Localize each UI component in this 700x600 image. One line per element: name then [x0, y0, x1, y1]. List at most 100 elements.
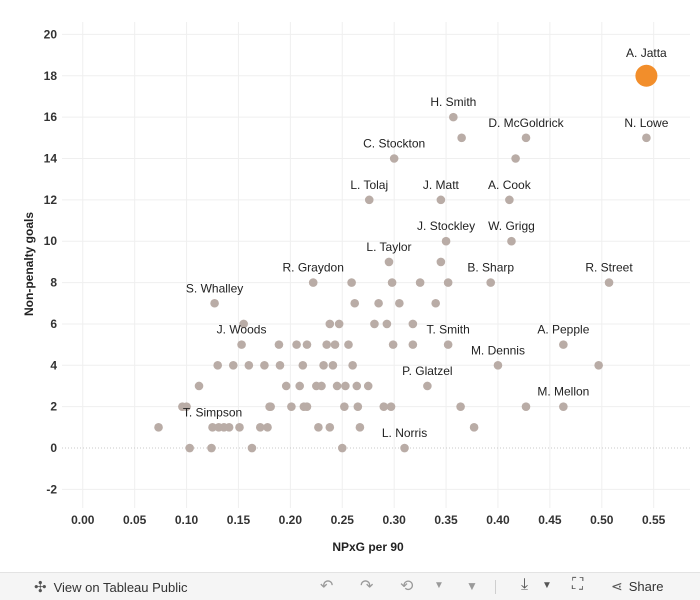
labeled-data-point[interactable]	[364, 195, 374, 205]
data-point[interactable]	[340, 402, 349, 411]
data-point[interactable]	[387, 278, 397, 287]
data-point[interactable]	[408, 319, 418, 329]
view-on-tableau-button[interactable]: ✣ View on Tableau Public	[34, 578, 188, 596]
data-point[interactable]	[436, 257, 446, 267]
labeled-data-point[interactable]	[505, 195, 514, 205]
data-point[interactable]	[370, 319, 379, 329]
data-point[interactable]	[334, 319, 344, 329]
data-point[interactable]	[382, 319, 392, 329]
labeled-data-point[interactable]	[308, 278, 318, 287]
data-point[interactable]	[274, 340, 284, 349]
data-point[interactable]	[443, 278, 453, 287]
data-point[interactable]	[337, 443, 347, 453]
data-point[interactable]	[263, 423, 272, 432]
data-point[interactable]	[255, 423, 265, 432]
data-point[interactable]	[415, 278, 425, 287]
labeled-data-point[interactable]	[559, 340, 568, 349]
data-point[interactable]	[355, 423, 365, 432]
labeled-data-point[interactable]	[237, 340, 246, 349]
download-icon[interactable]: ⤓	[521, 576, 529, 593]
data-point[interactable]	[363, 381, 373, 391]
labeled-data-point[interactable]	[423, 381, 432, 391]
data-point[interactable]	[594, 361, 603, 370]
data-point[interactable]	[379, 402, 389, 411]
data-point[interactable]	[182, 402, 191, 411]
data-point[interactable]	[281, 381, 291, 391]
labeled-data-point[interactable]	[449, 112, 458, 122]
data-point[interactable]	[353, 402, 363, 411]
labeled-data-point[interactable]	[507, 236, 516, 246]
labeled-data-point[interactable]	[384, 257, 394, 267]
data-point[interactable]	[456, 402, 465, 411]
labeled-data-point[interactable]	[208, 423, 217, 432]
pause-icon[interactable]: ▼	[466, 579, 478, 593]
data-point[interactable]	[352, 381, 362, 391]
redo-icon[interactable]: ↷	[360, 578, 374, 595]
data-point[interactable]	[207, 443, 216, 453]
data-point[interactable]	[332, 381, 342, 391]
data-point[interactable]	[350, 298, 360, 308]
data-point[interactable]	[388, 340, 398, 349]
fullscreen-icon[interactable]: ⛶	[572, 576, 584, 593]
highlighted-data-point[interactable]	[635, 64, 658, 87]
labeled-data-point[interactable]	[441, 236, 451, 246]
data-point[interactable]	[224, 423, 234, 432]
data-point[interactable]	[344, 340, 353, 349]
labeled-data-point[interactable]	[389, 154, 399, 163]
data-point[interactable]	[325, 319, 335, 329]
undo-icon[interactable]: ↶	[320, 578, 334, 595]
data-point[interactable]	[244, 361, 254, 370]
data-point[interactable]	[457, 133, 466, 143]
data-point[interactable]	[386, 402, 396, 411]
labeled-data-point[interactable]	[436, 195, 446, 205]
data-point[interactable]	[302, 340, 312, 349]
data-point[interactable]	[275, 361, 285, 370]
data-point[interactable]	[302, 402, 312, 411]
labeled-data-point[interactable]	[486, 278, 496, 287]
data-point[interactable]	[235, 423, 244, 432]
data-point[interactable]	[260, 361, 269, 370]
labeled-data-point[interactable]	[604, 278, 614, 287]
data-point[interactable]	[239, 319, 248, 329]
data-point[interactable]	[347, 278, 356, 287]
labeled-data-point[interactable]	[521, 133, 531, 143]
view-on-tableau-label: View on Tableau Public	[53, 579, 188, 595]
data-point[interactable]	[395, 298, 404, 308]
data-point[interactable]	[317, 381, 326, 391]
data-point[interactable]	[374, 298, 383, 308]
data-point[interactable]	[154, 423, 163, 432]
data-point[interactable]	[194, 381, 204, 391]
data-point[interactable]	[330, 340, 340, 349]
data-point[interactable]	[314, 423, 323, 432]
labeled-data-point[interactable]	[642, 133, 651, 143]
share-button[interactable]: ⋖ Share	[611, 578, 663, 595]
data-point[interactable]	[521, 402, 531, 411]
labeled-data-point[interactable]	[443, 340, 453, 349]
data-point[interactable]	[325, 423, 335, 432]
data-point[interactable]	[213, 361, 223, 370]
data-point[interactable]	[287, 402, 296, 411]
data-point[interactable]	[266, 402, 275, 411]
data-point[interactable]	[511, 154, 520, 163]
revert-dropdown-icon[interactable]: ▼	[434, 580, 444, 591]
labeled-data-point[interactable]	[400, 443, 409, 453]
data-point[interactable]	[292, 340, 301, 349]
data-point[interactable]	[431, 298, 440, 308]
data-point[interactable]	[295, 381, 305, 391]
download-dropdown-icon[interactable]: ▼	[542, 580, 552, 591]
data-point[interactable]	[469, 423, 479, 432]
data-point[interactable]	[408, 340, 418, 349]
data-point[interactable]	[247, 443, 257, 453]
labeled-data-point[interactable]	[210, 298, 219, 308]
revert-icon[interactable]: ⟲	[400, 578, 414, 595]
labeled-data-point[interactable]	[559, 402, 568, 411]
data-point[interactable]	[298, 361, 308, 370]
data-point[interactable]	[322, 340, 331, 349]
data-point[interactable]	[185, 443, 194, 453]
data-point[interactable]	[348, 361, 357, 370]
data-point[interactable]	[328, 361, 338, 370]
data-point[interactable]	[228, 361, 238, 370]
data-point[interactable]	[319, 361, 328, 370]
labeled-data-point[interactable]	[493, 361, 503, 370]
data-point[interactable]	[341, 381, 350, 391]
